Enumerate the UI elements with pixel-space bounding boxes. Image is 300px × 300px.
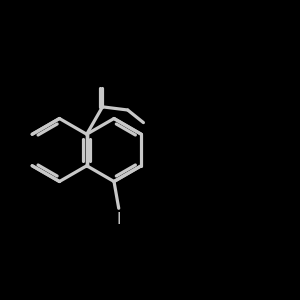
- Text: I: I: [116, 212, 121, 227]
